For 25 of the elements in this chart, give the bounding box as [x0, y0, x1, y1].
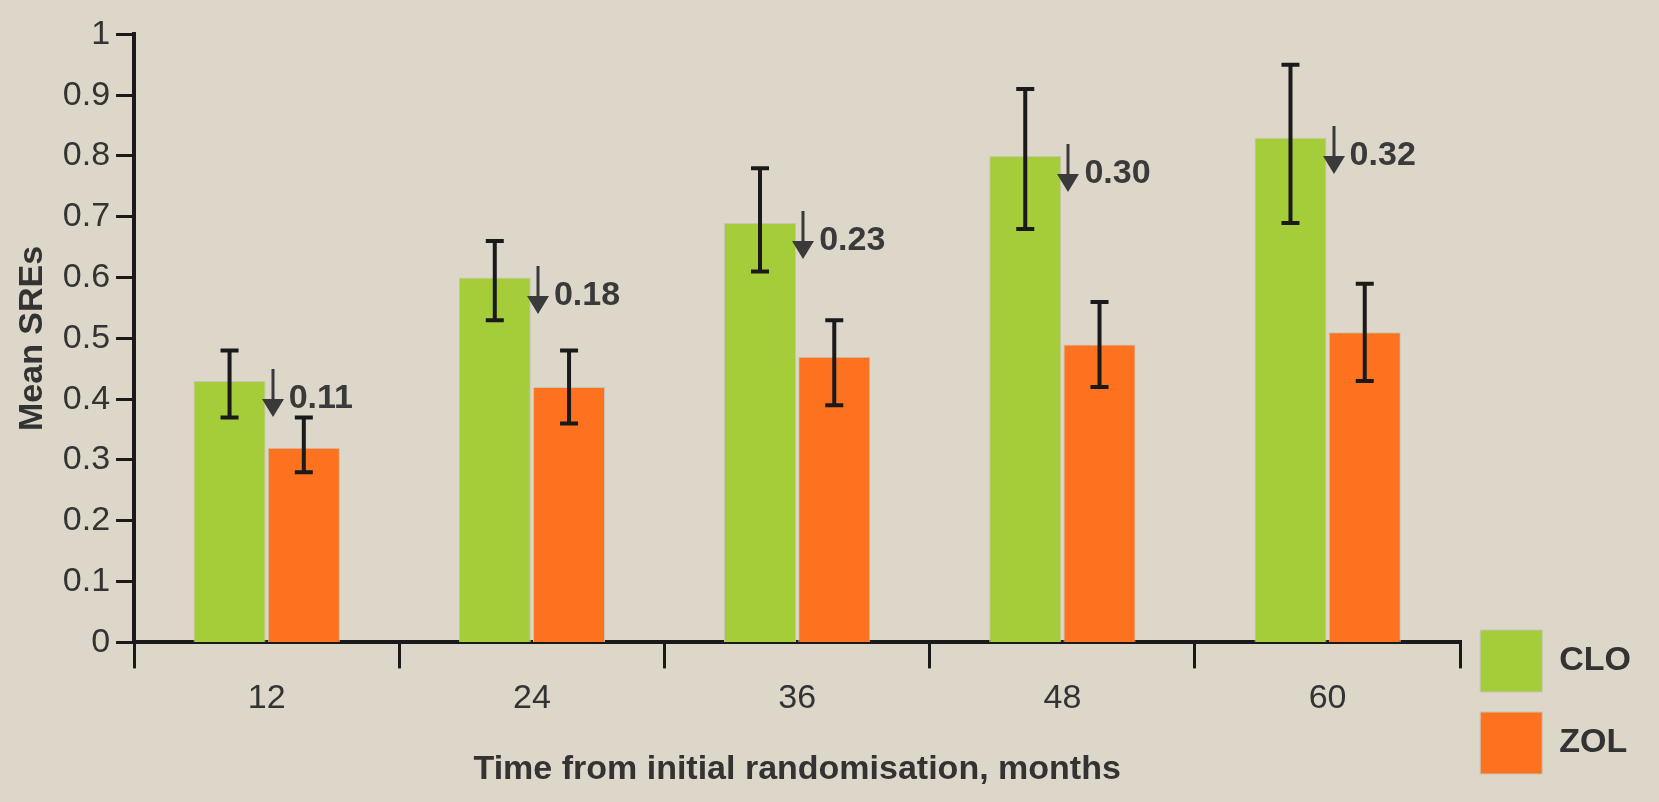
x-tick-label: 48 — [1043, 677, 1082, 716]
y-tick-label: 0.7 — [62, 195, 111, 234]
y-tick-label: 1 — [91, 12, 111, 51]
y-tick-label: 0.8 — [62, 134, 111, 173]
annotation: 0.18 — [553, 273, 621, 312]
x-tick-label: 36 — [778, 677, 817, 716]
x-tick-label: 24 — [513, 677, 551, 716]
annotation: 0.32 — [1349, 134, 1416, 173]
y-tick-label: 0.4 — [62, 377, 111, 416]
y-tick-label: 0 — [91, 620, 111, 659]
annotation: 0.23 — [819, 219, 886, 258]
y-tick-label: 0.9 — [62, 73, 111, 112]
x-axis-title: Time from initial randomisation, months — [473, 747, 1121, 786]
y-tick-label: 0.5 — [62, 316, 111, 355]
annotation: 0.30 — [1084, 152, 1151, 191]
x-tick-label: 60 — [1308, 677, 1347, 716]
y-axis-title: Mean SREs — [10, 245, 49, 431]
x-tick-label: 12 — [247, 677, 286, 716]
legend-label: ZOL — [1559, 721, 1628, 760]
annotation: 0.11 — [288, 377, 353, 416]
y-tick-label: 0.1 — [62, 559, 111, 598]
y-tick-label: 0.3 — [62, 438, 111, 477]
y-tick-label: 0.6 — [62, 255, 111, 294]
y-tick-label: 0.2 — [62, 499, 111, 538]
legend-label: CLO — [1559, 639, 1632, 678]
